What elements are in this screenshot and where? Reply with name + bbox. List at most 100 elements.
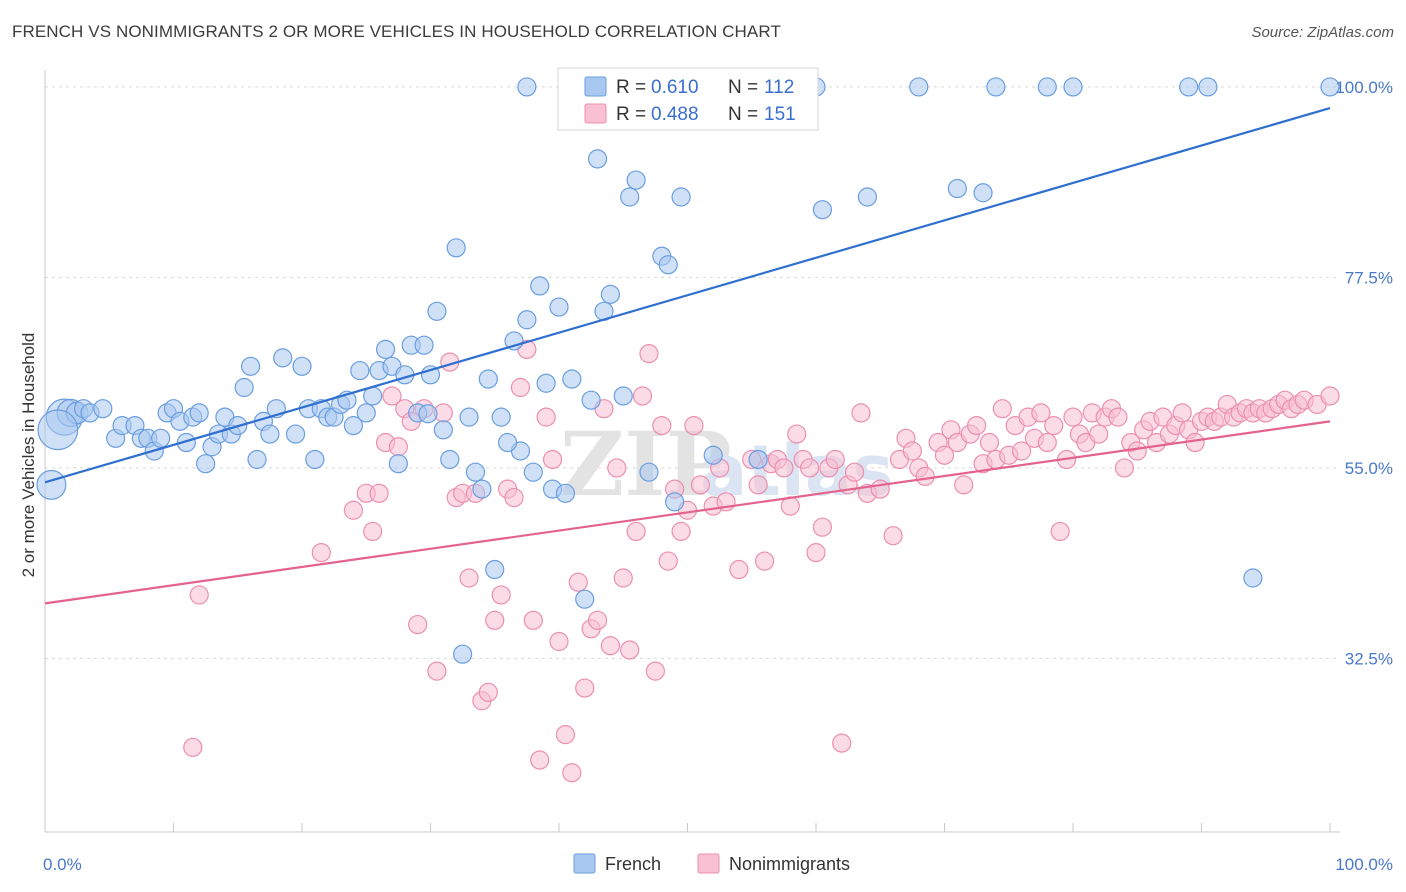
bottom-legend: French Nonimmigrants	[573, 853, 850, 874]
nonimmigrants-point-99	[1011, 441, 1032, 461]
nonimmigrants-point-145	[1320, 386, 1340, 406]
french-point-111	[418, 404, 438, 424]
nonimmigrants-point-29	[523, 610, 543, 630]
nonimmigrants-point-23	[485, 610, 505, 630]
legend-n-nonimmigrants: 151	[764, 104, 796, 125]
nonimmigrants-point-70	[806, 542, 826, 563]
legend-r-french: 0.610	[651, 77, 699, 98]
french-point-63	[485, 559, 505, 580]
french-point-100	[517, 77, 537, 97]
legend-swatch-nonimmigrants	[584, 103, 607, 124]
legend-swatch-french	[584, 76, 607, 97]
nonimmigrants-point-92	[967, 416, 987, 436]
trend-line-french	[44, 107, 1331, 484]
bottom-legend-french: French	[605, 854, 661, 874]
french-point-86	[665, 492, 685, 512]
legend-r-label-nonimmigrants: R =	[616, 104, 646, 125]
french-point-83	[639, 462, 659, 482]
french-point-107	[812, 200, 833, 220]
nonimmigrants-point-0	[189, 585, 209, 605]
nonimmigrants-point-83	[902, 441, 922, 461]
french-point-99	[1320, 77, 1340, 97]
trend-line-nonimmigrants	[44, 420, 1331, 605]
nonimmigrants-point-31	[536, 407, 556, 427]
french-point-46	[375, 339, 396, 359]
french-point-81	[620, 187, 640, 207]
french-point-32	[285, 424, 306, 444]
french-point-59	[459, 407, 479, 427]
french-point-33	[292, 356, 312, 376]
nonimmigrants-point-90	[954, 475, 974, 495]
nonimmigrants-point-26	[504, 487, 524, 508]
nonimmigrants-point-76	[844, 462, 865, 482]
nonimmigrants-point-115	[1114, 458, 1135, 478]
nonimmigrants-point-79	[870, 479, 890, 499]
french-point-31	[273, 348, 293, 368]
y-tick-labels: 100.0% 77.5% 55.0% 32.5%	[1335, 78, 1393, 669]
bottom-legend-nonimmigrants: Nonimmigrants	[729, 854, 850, 874]
y-tick-label-0: 100.0%	[1335, 78, 1393, 97]
nonimmigrants-point-3	[343, 500, 363, 520]
french-point-67	[517, 310, 537, 330]
french-point-19	[196, 454, 216, 474]
nonimmigrants-point-65	[774, 458, 794, 478]
nonimmigrants-point-32	[542, 449, 563, 470]
french-point-104	[36, 469, 67, 500]
nonimmigrants-point-8	[382, 386, 402, 406]
french-point-57	[446, 238, 466, 258]
french-point-41	[343, 416, 363, 436]
french-point-96	[1063, 77, 1083, 97]
legend-r-nonimmigrants: 0.488	[651, 104, 699, 125]
nonimmigrants-point-48	[645, 661, 665, 681]
nonimmigrants-point-111	[1089, 424, 1109, 444]
french-point-75	[575, 589, 595, 609]
french-point-94	[986, 77, 1006, 97]
nonimmigrants-point-54	[684, 416, 704, 436]
french-point-77	[587, 149, 608, 169]
nonimmigrants-point-19	[459, 568, 479, 588]
french-point-18	[189, 403, 209, 423]
legend-r-label-french: R =	[616, 77, 646, 98]
series-nonimmigrants	[183, 339, 1340, 783]
nonimmigrants-point-30	[530, 750, 550, 770]
nonimmigrants-point-41	[600, 636, 621, 656]
legend-n-label-nonimmigrants: N =	[728, 104, 758, 125]
french-point-58	[453, 644, 473, 664]
french-point-72	[549, 297, 569, 317]
nonimmigrants-point-103	[1037, 432, 1057, 453]
french-point-74	[562, 369, 582, 389]
nonimmigrants-point-94	[979, 432, 1000, 453]
french-point-68	[523, 462, 543, 482]
french-point-91	[857, 187, 878, 207]
x-ticks	[44, 70, 1331, 832]
french-point-105	[703, 445, 723, 465]
french-point-80	[613, 386, 633, 406]
french-point-29	[260, 424, 280, 444]
french-point-43	[356, 403, 376, 423]
nonimmigrants-point-104	[1044, 416, 1064, 436]
bottom-legend-swatch-nonimmigrants	[697, 853, 720, 874]
french-point-98	[1243, 568, 1263, 588]
french-point-97	[1179, 77, 1199, 97]
french-point-76	[581, 390, 601, 410]
nonimmigrants-point-12	[408, 614, 428, 635]
french-point-87	[671, 187, 691, 207]
nonimmigrants-point-37	[575, 678, 595, 698]
nonimmigrants-point-71	[812, 517, 833, 537]
legend: R = 0.610 N = 112 R = 0.488 N = 151	[557, 67, 819, 131]
french-point-64	[491, 407, 511, 427]
french-point-55	[433, 420, 453, 440]
french-point-79	[600, 284, 621, 304]
nonimmigrants-point-1	[183, 737, 203, 757]
french-point-69	[530, 276, 550, 296]
nonimmigrants-point-5	[363, 521, 383, 542]
nonimmigrants-point-2	[311, 542, 331, 563]
french-point-56	[440, 449, 460, 470]
french-point-26	[241, 356, 261, 376]
nonimmigrants-point-107	[1063, 407, 1083, 427]
nonimmigrants-point-96	[992, 399, 1012, 419]
french-point-82	[626, 170, 646, 190]
nonimmigrants-point-50	[658, 551, 678, 571]
nonimmigrants-point-47	[639, 344, 659, 364]
